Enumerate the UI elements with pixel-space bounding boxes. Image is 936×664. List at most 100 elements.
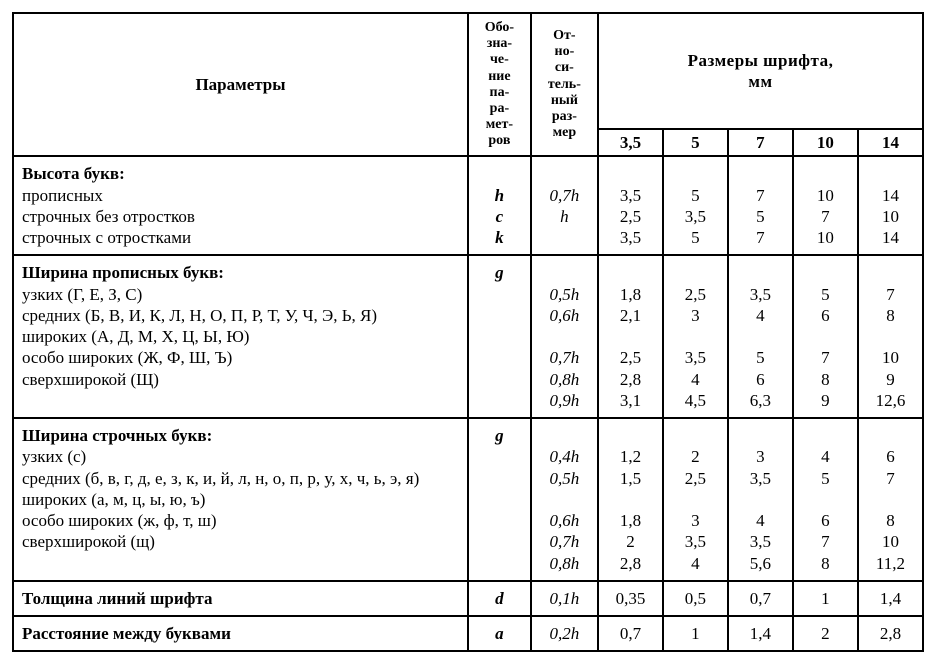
val: 4,5 xyxy=(668,390,723,411)
val-cell: 33,5 43,55,6 xyxy=(728,418,793,581)
val: 3,5 xyxy=(733,284,788,305)
val: 6 xyxy=(733,369,788,390)
val: 3 xyxy=(668,305,723,326)
group4-label: Толщина линий шрифта xyxy=(22,589,212,608)
val: 3,5 xyxy=(668,347,723,368)
val: 7 xyxy=(798,206,853,227)
group2-line-3: особо широких (Ж, Ф, Ш, Ъ) xyxy=(22,347,463,368)
rel-val: 0,9h xyxy=(536,390,593,411)
val-cell: 67 81011,2 xyxy=(858,418,923,581)
desig-val: h xyxy=(473,185,526,206)
font-parameters-table: Параметры Обо- зна- че- ние па- ра- мет-… xyxy=(12,12,924,652)
val: 7 xyxy=(798,347,853,368)
val: 7 xyxy=(863,468,918,489)
val: 6 xyxy=(798,510,853,531)
val: 3,5 xyxy=(668,531,723,552)
rel-val: 0,7h xyxy=(536,347,593,368)
val: 3,5 xyxy=(668,206,723,227)
group1-line-2: строчных с отростками xyxy=(22,227,463,248)
val-cell: 1,4 xyxy=(728,616,793,651)
val: 2 xyxy=(668,446,723,467)
param-cell: Высота букв: прописных строчных без отро… xyxy=(13,156,468,255)
rel-val: 0,1h xyxy=(550,589,580,608)
val: 5 xyxy=(798,284,853,305)
val-cell: 3,52,53,5 xyxy=(598,156,663,255)
size-col-2: 7 xyxy=(728,129,793,156)
val: 2,5 xyxy=(603,206,658,227)
val-cell: 10710 xyxy=(793,156,858,255)
val: 3,5 xyxy=(733,531,788,552)
val: 5 xyxy=(668,185,723,206)
rel-val: 0,7h xyxy=(536,185,593,206)
val: 10 xyxy=(798,227,853,248)
val: 10 xyxy=(863,206,918,227)
val: 1,8 xyxy=(603,284,658,305)
desig-cell: a xyxy=(468,616,531,651)
val: 11,2 xyxy=(863,553,918,574)
col-header-designation: Обо- зна- че- ние па- ра- мет- ров xyxy=(468,13,531,156)
val: 1,5 xyxy=(603,468,658,489)
size-col-3: 10 xyxy=(793,129,858,156)
val: 2,5 xyxy=(668,284,723,305)
val: 2,8 xyxy=(603,553,658,574)
rel-val: 0,5h xyxy=(536,284,593,305)
size-col-4: 14 xyxy=(858,129,923,156)
val-cell: 3,54 566,3 xyxy=(728,255,793,418)
val-cell: 1 xyxy=(663,616,728,651)
val: 8 xyxy=(863,510,918,531)
val: 1,2 xyxy=(603,446,658,467)
val-cell: 757 xyxy=(728,156,793,255)
rel-val: h xyxy=(536,206,593,227)
col-header-sizes: Размеры шрифта, мм xyxy=(598,13,923,129)
rel-cell: 0,2h xyxy=(531,616,598,651)
val-cell: 2,8 xyxy=(858,616,923,651)
val-cell: 53,55 xyxy=(663,156,728,255)
rel-val: 0,5h xyxy=(536,468,593,489)
val: 6,3 xyxy=(733,390,788,411)
val: 2,8 xyxy=(603,369,658,390)
table-row: Расстояние между буквами a 0,2h 0,7 1 1,… xyxy=(13,616,923,651)
rel-cell: 0,1h xyxy=(531,581,598,616)
group2-line-1: средних (Б, В, И, К, Л, Н, О, П, Р, Т, У… xyxy=(22,305,463,326)
val: 9 xyxy=(863,369,918,390)
group1-title: Высота букв: xyxy=(22,163,463,184)
val: 4 xyxy=(668,553,723,574)
header-sizes-title: Размеры шрифта, мм xyxy=(688,51,834,91)
group2-title: Ширина прописных букв: xyxy=(22,262,463,283)
val-cell: 0,5 xyxy=(663,581,728,616)
desig-val: d xyxy=(495,589,504,608)
val: 4 xyxy=(798,446,853,467)
val: 4 xyxy=(733,305,788,326)
val-cell: 1 xyxy=(793,581,858,616)
val: 8 xyxy=(863,305,918,326)
val: 3 xyxy=(668,510,723,531)
val: 5 xyxy=(733,347,788,368)
desig-val: g xyxy=(473,262,526,283)
group3-line-3: особо широких (ж, ф, т, ш) xyxy=(22,510,463,531)
desig-cell: h c k xyxy=(468,156,531,255)
group3-line-2: широких (а, м, ц, ы, ю, ъ) xyxy=(22,489,463,510)
val: 5 xyxy=(798,468,853,489)
val: 6 xyxy=(863,446,918,467)
val: 6 xyxy=(798,305,853,326)
group1-line-1: строчных без отростков xyxy=(22,206,463,227)
table-row: Ширина прописных букв: узких (Г, Е, З, С… xyxy=(13,255,923,418)
val: 8 xyxy=(798,369,853,390)
header-row: Параметры Обо- зна- че- ние па- ра- мет-… xyxy=(13,13,923,129)
val: 14 xyxy=(863,185,918,206)
rel-cell: 0,5h 0,6h 0,7h 0,8h 0,9h xyxy=(531,255,598,418)
val-cell: 1,82,1 2,52,83,1 xyxy=(598,255,663,418)
table-row: Толщина линий шрифта d 0,1h 0,35 0,5 0,7… xyxy=(13,581,923,616)
val: 3,5 xyxy=(603,185,658,206)
val-cell: 45 678 xyxy=(793,418,858,581)
group5-label: Расстояние между буквами xyxy=(22,624,231,643)
size-col-1: 5 xyxy=(663,129,728,156)
val: 8 xyxy=(798,553,853,574)
val-cell: 0,7 xyxy=(728,581,793,616)
val-cell: 22,5 33,54 xyxy=(663,418,728,581)
desig-val: g xyxy=(473,425,526,446)
rel-cell: 0,4h 0,5h 0,6h 0,7h 0,8h xyxy=(531,418,598,581)
val: 7 xyxy=(733,227,788,248)
group2-line-0: узких (Г, Е, З, С) xyxy=(22,284,463,305)
val-cell: 0,35 xyxy=(598,581,663,616)
